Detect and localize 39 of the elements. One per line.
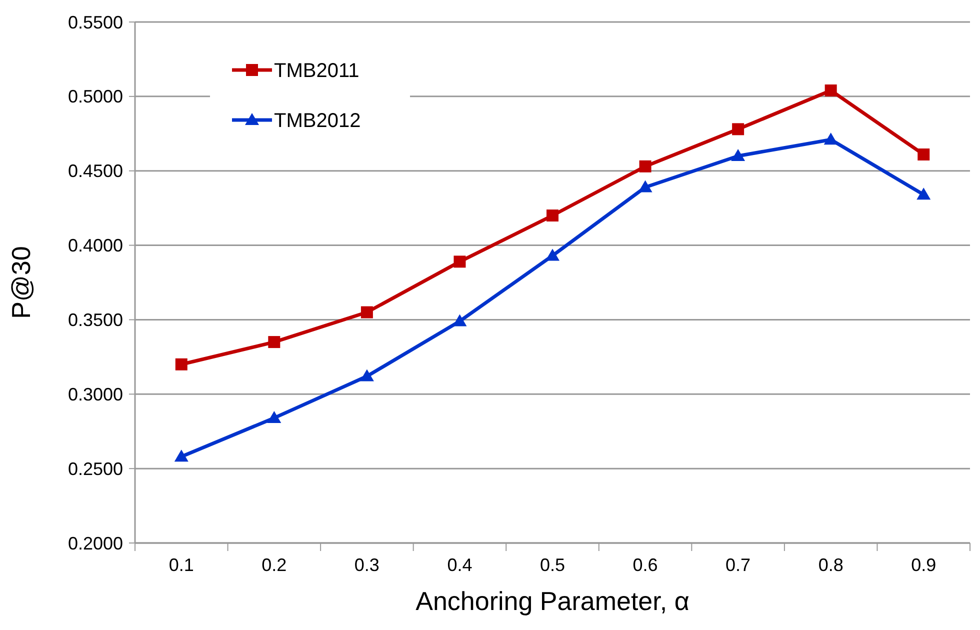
point [824, 84, 837, 96]
y-tick-label: 0.2000 [68, 533, 123, 554]
point [732, 123, 744, 136]
point [916, 188, 931, 200]
y-tick-label: 0.5000 [68, 86, 123, 107]
y-tick-label: 0.2500 [68, 458, 123, 479]
legend-label: TMB2012 [274, 110, 361, 132]
point [360, 306, 373, 318]
point [454, 256, 466, 268]
x-tick-label: 0.5 [540, 555, 566, 575]
y-tick-label: 0.3000 [68, 384, 123, 404]
x-tick-label: 0.1 [168, 555, 194, 575]
y-tick-label: 0.4000 [68, 236, 123, 256]
point [267, 410, 282, 423]
y-axis-title: P@30 [6, 246, 36, 319]
point [546, 210, 558, 222]
point [452, 314, 467, 326]
point [360, 369, 374, 382]
x-axis-title: Anchoring Parameter, α [416, 586, 690, 616]
point [175, 358, 188, 370]
point [918, 148, 930, 160]
x-tick-label: 0.9 [911, 555, 936, 575]
x-tick-label: 0.4 [447, 555, 472, 575]
point [824, 132, 838, 145]
point [174, 450, 188, 462]
x-tick-label: 0.6 [632, 555, 658, 575]
x-tick-label: 0.8 [818, 555, 844, 575]
x-tick-label: 0.7 [726, 555, 751, 575]
point [731, 148, 746, 161]
y-tick-label: 0.5500 [68, 12, 123, 32]
x-tick-label: 0.2 [262, 555, 287, 575]
point [639, 160, 652, 172]
y-tick-label: 0.4500 [68, 161, 123, 182]
point [546, 248, 560, 261]
y-tick-label: 0.3500 [68, 310, 123, 330]
point [268, 336, 280, 348]
x-tick-label: 0.3 [354, 555, 380, 575]
point [638, 180, 652, 192]
legend-label: TMB2011 [274, 60, 360, 82]
